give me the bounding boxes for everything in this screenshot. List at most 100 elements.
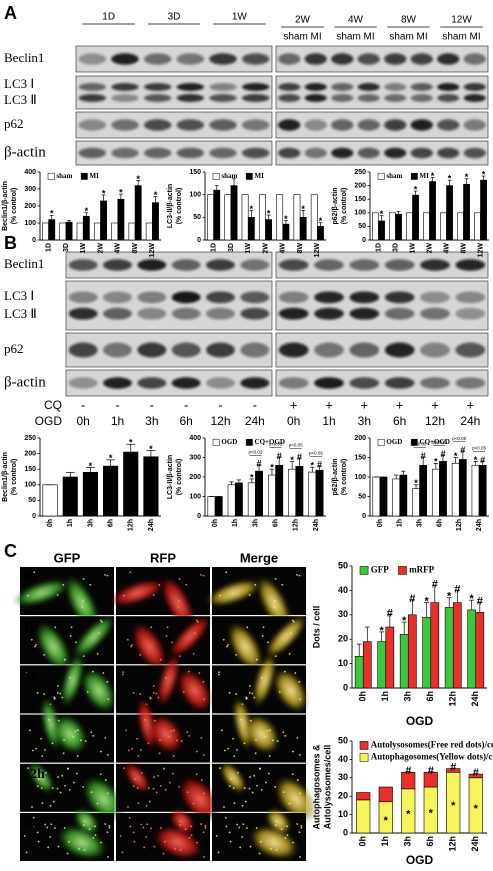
puncta	[298, 792, 301, 795]
blot-band	[463, 53, 486, 65]
puncta	[174, 847, 176, 850]
puncta	[251, 791, 254, 794]
puncta	[108, 824, 111, 827]
puncta	[101, 620, 103, 623]
cell	[227, 622, 264, 672]
puncta	[261, 634, 264, 637]
puncta	[104, 573, 106, 576]
puncta	[47, 846, 50, 849]
puncta	[46, 826, 49, 829]
channel-label: RFP	[150, 550, 176, 565]
puncta	[162, 852, 165, 855]
group-label: 12W	[451, 15, 472, 26]
bar	[431, 468, 440, 517]
puncta	[218, 594, 221, 597]
y-tick-label: 100	[189, 493, 201, 500]
blot-row-label: β-actin	[4, 374, 46, 390]
puncta	[178, 577, 181, 580]
y-tick-label: 0	[362, 513, 366, 520]
x-tick-label: 8W	[460, 243, 467, 254]
puncta	[275, 848, 278, 851]
puncta	[232, 737, 235, 740]
significance-marker: *	[402, 615, 407, 627]
blot-band	[349, 307, 380, 320]
puncta	[253, 774, 256, 777]
puncta	[50, 823, 53, 826]
puncta	[41, 802, 44, 805]
puncta	[139, 653, 142, 656]
significance-marker: #	[473, 767, 479, 779]
blot-band	[278, 119, 301, 131]
x-tick-label: 8W	[132, 243, 139, 254]
significance-marker: #	[405, 765, 411, 777]
blot-band	[278, 291, 309, 304]
time-label: 0h	[76, 414, 89, 428]
y-tick-label: 10	[338, 658, 348, 668]
puncta	[177, 600, 180, 602]
bar	[310, 194, 318, 241]
x-tick-label: 0h	[358, 691, 368, 702]
bar	[423, 212, 430, 241]
blot-band	[78, 83, 107, 91]
legend-swatch	[212, 172, 220, 180]
significance-marker: *	[311, 461, 315, 471]
x-tick-label: 24h	[313, 519, 320, 531]
puncta	[246, 827, 248, 830]
bar	[247, 217, 255, 241]
puncta	[53, 696, 56, 699]
significance-marker: #	[317, 460, 322, 470]
puncta	[203, 698, 206, 701]
significance-marker: #	[421, 451, 426, 461]
puncta	[182, 691, 185, 693]
puncta	[132, 831, 135, 834]
significance-marker: #	[460, 445, 465, 455]
puncta	[278, 691, 281, 693]
puncta	[61, 774, 64, 777]
puncta	[236, 749, 238, 751]
puncta	[26, 671, 29, 674]
puncta	[131, 747, 134, 750]
x-tick-label: 1h	[397, 519, 404, 527]
y-tick-label: 200	[354, 182, 366, 189]
blot-band	[78, 147, 107, 159]
puncta	[177, 606, 180, 608]
puncta	[173, 729, 175, 732]
bar	[392, 478, 401, 517]
time-label: 3h	[23, 669, 38, 684]
bar	[317, 226, 324, 241]
blot-band	[437, 119, 460, 131]
blot-band	[143, 119, 172, 131]
bar	[128, 222, 136, 241]
time-label: 1h	[23, 619, 38, 634]
y-tick-label: 50	[28, 497, 36, 504]
panel-label: A	[4, 3, 17, 23]
blot-band	[314, 307, 344, 320]
significance-marker: *	[319, 216, 323, 226]
puncta	[249, 719, 252, 722]
legend-label: GFP	[371, 565, 389, 575]
puncta	[298, 680, 301, 683]
y-axis-label: (% control)	[176, 188, 183, 225]
blot-band	[241, 94, 270, 102]
bar	[207, 194, 214, 241]
x-tick-label: 3D	[63, 243, 70, 252]
y-axis-label: Autophagosomes &	[311, 744, 321, 830]
blot-band	[68, 307, 98, 320]
blot-band	[314, 342, 344, 358]
bar	[439, 461, 447, 517]
x-tick-label: 1D	[45, 243, 52, 252]
blot-band	[455, 377, 486, 389]
puncta	[202, 831, 205, 834]
blot-strip	[275, 75, 489, 110]
puncta	[56, 594, 59, 596]
legend-swatch	[47, 172, 55, 180]
puncta	[198, 672, 201, 674]
bar	[385, 626, 395, 689]
x-tick-label: 6h	[436, 519, 443, 527]
puncta	[200, 573, 202, 576]
puncta	[232, 787, 235, 789]
puncta	[255, 827, 258, 829]
puncta	[36, 831, 39, 834]
p-value: p<0.05	[472, 446, 486, 451]
significance-marker: *	[474, 455, 478, 465]
